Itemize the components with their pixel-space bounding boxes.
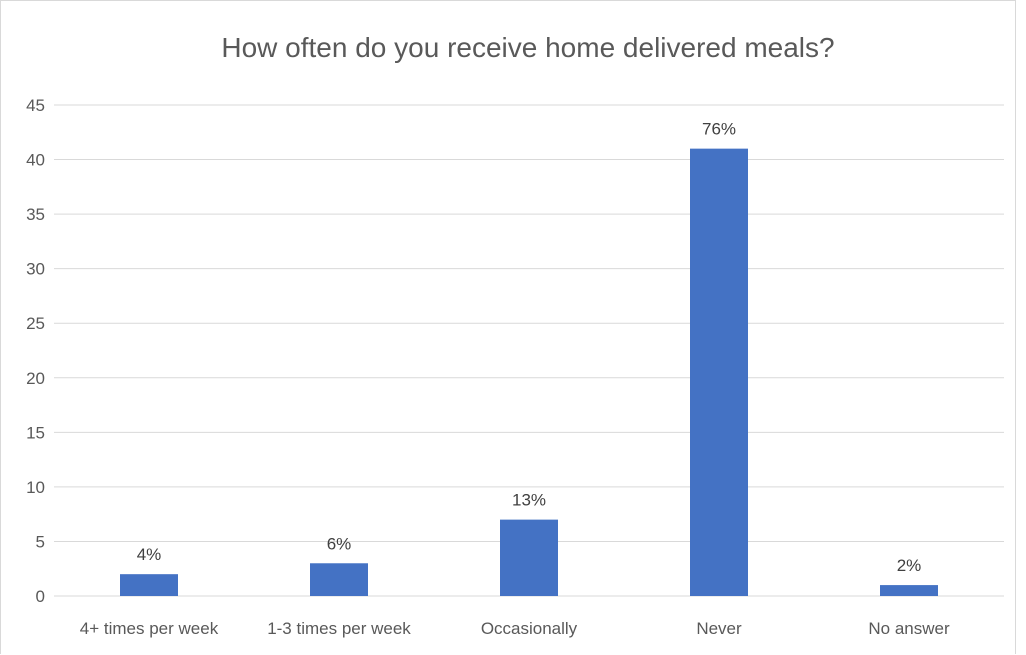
bar — [310, 563, 368, 596]
gridlines — [54, 104, 1004, 597]
data-label: 13% — [512, 491, 546, 510]
y-tick-label: 40 — [26, 151, 45, 170]
y-tick-label: 15 — [26, 423, 45, 442]
data-label: 2% — [897, 556, 922, 575]
data-label: 4% — [137, 545, 162, 564]
y-tick-label: 5 — [36, 532, 45, 551]
x-tick-label: 1-3 times per week — [267, 619, 411, 638]
bar — [880, 585, 938, 596]
y-axis-ticks: 0 5 10 15 20 25 30 35 40 45 — [26, 96, 45, 606]
bars — [120, 148, 938, 596]
y-tick-label: 0 — [36, 587, 45, 606]
x-tick-label: Occasionally — [481, 619, 578, 638]
x-tick-label: No answer — [868, 619, 950, 638]
y-tick-label: 35 — [26, 205, 45, 224]
data-label: 76% — [702, 120, 736, 139]
bar — [120, 574, 178, 596]
x-tick-label: Never — [696, 619, 742, 638]
bar — [690, 148, 748, 596]
y-tick-label: 20 — [26, 369, 45, 388]
y-tick-label: 25 — [26, 314, 45, 333]
y-tick-label: 10 — [26, 478, 45, 497]
data-labels: 4% 6% 13% 76% 2% — [137, 120, 922, 575]
y-tick-label: 30 — [26, 260, 45, 279]
bar — [500, 519, 558, 596]
chart-title: How often do you receive home delivered … — [221, 32, 834, 63]
x-tick-label: 4+ times per week — [80, 619, 219, 638]
y-tick-label: 45 — [26, 96, 45, 115]
x-axis-ticks: 4+ times per week 1-3 times per week Occas… — [80, 619, 950, 638]
data-label: 6% — [327, 534, 352, 553]
